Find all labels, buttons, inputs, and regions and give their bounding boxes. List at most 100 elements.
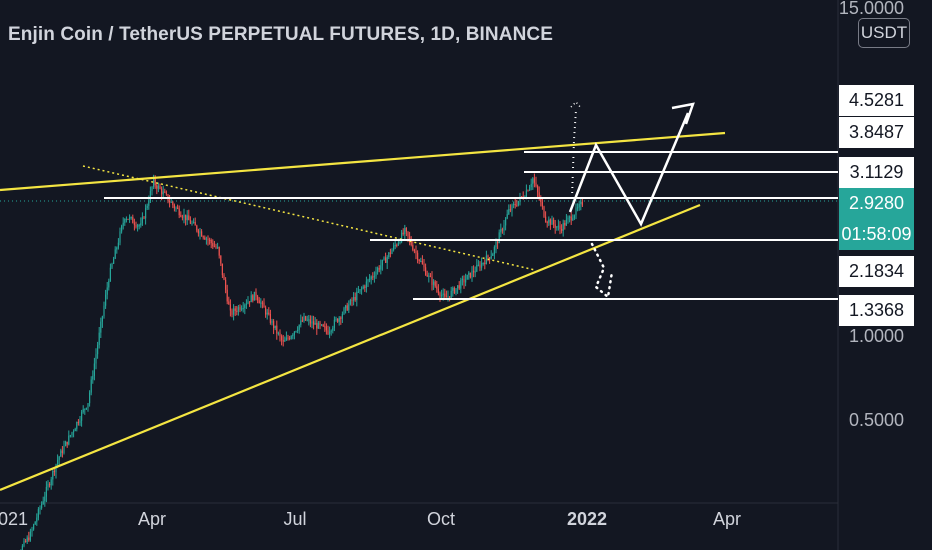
candle-body [132, 217, 134, 224]
dotted-up-scenario[interactable] [571, 109, 577, 199]
candle-body [228, 301, 230, 305]
candle-body [353, 297, 355, 301]
candle-body [442, 293, 444, 295]
candle-body [457, 285, 459, 289]
candle-body [127, 218, 129, 220]
candle-body [537, 185, 539, 193]
candle-body [498, 232, 500, 244]
candle-body [556, 226, 558, 228]
price-level-tag: 3.1129 [839, 157, 914, 188]
candle-body [297, 329, 299, 332]
candle-body [505, 218, 507, 226]
candle-body [23, 540, 25, 546]
candle-body [233, 308, 235, 315]
candle-body [490, 255, 492, 259]
candle-body [26, 537, 28, 542]
candle-body [188, 215, 190, 221]
candle-body [425, 267, 427, 276]
candle-body [77, 422, 79, 424]
candle-body [113, 258, 115, 264]
candle-body [311, 321, 313, 324]
candle-body [391, 250, 393, 254]
candle-body [44, 496, 46, 502]
lower-trendline[interactable] [0, 203, 701, 492]
candle-body [545, 216, 547, 222]
candle-body [455, 288, 457, 294]
candle-body [465, 279, 467, 283]
candle-body [41, 504, 43, 509]
candle-body [148, 201, 150, 206]
candle-body [47, 484, 49, 487]
candle-body [329, 331, 331, 334]
candle-body [237, 307, 239, 312]
candle-body [338, 317, 340, 322]
projection-arrow-head [671, 102, 695, 125]
candle-body [439, 293, 441, 297]
candle-body [82, 409, 84, 413]
candle-body [513, 204, 515, 206]
candle-body [564, 223, 566, 226]
candle-body [151, 186, 153, 191]
candle-body [186, 215, 188, 221]
candle-body [277, 332, 279, 334]
candle-body [533, 178, 535, 183]
candle-body [444, 293, 446, 297]
candle-body [217, 247, 219, 249]
candle-body [85, 407, 87, 409]
x-axis-label-apr-2022: Apr [712, 509, 742, 529]
candle-body [258, 300, 260, 304]
candle-body [301, 320, 303, 322]
projection-path[interactable] [568, 112, 690, 227]
candle-body [196, 225, 198, 231]
candle-body [557, 225, 559, 227]
candle-body [49, 484, 51, 486]
candle-body [220, 255, 222, 264]
candle-body [60, 450, 62, 457]
current-price-value: 2.9280 [848, 193, 905, 213]
candle-body [525, 190, 527, 198]
candle-body [340, 317, 342, 319]
candle-body [79, 420, 81, 423]
candle-body [42, 501, 44, 505]
candle-body [97, 345, 99, 355]
y-axis-label-1: 1.0000 [848, 326, 904, 346]
candle-body [105, 294, 107, 306]
candle-body [31, 529, 33, 532]
x-axis-label-jul: Jul [283, 509, 307, 529]
candle-body [383, 257, 385, 260]
dotted-trendline[interactable] [82, 165, 536, 271]
candle-body [260, 302, 262, 304]
dotted-down-scenario[interactable] [590, 242, 614, 300]
candle-body [325, 326, 327, 331]
candle-body [154, 178, 156, 186]
candle-body [137, 225, 139, 227]
candle-body [441, 294, 443, 297]
candle-body [253, 291, 255, 301]
candle-body [250, 295, 252, 303]
candle-body [143, 217, 145, 219]
candle-body [282, 340, 284, 342]
candle-body [172, 202, 174, 206]
candle-body [409, 236, 411, 240]
candle-body [337, 318, 339, 322]
candle-body [247, 301, 249, 304]
candle-body [100, 321, 102, 333]
candle-body [191, 222, 193, 224]
upper-trendline[interactable] [0, 131, 726, 192]
candle-body [175, 207, 177, 209]
candle-body [252, 295, 254, 301]
candle-body [93, 363, 95, 376]
candle-body [261, 302, 263, 304]
candle-body [71, 432, 73, 436]
candle-body [466, 274, 468, 280]
candle-body [281, 336, 283, 341]
currency-badge[interactable]: USDT [858, 18, 910, 48]
candle-body [428, 275, 430, 277]
candle-body [209, 239, 211, 241]
candle-body [549, 219, 551, 225]
candle-body [332, 327, 334, 331]
candle-body [138, 225, 140, 227]
candle-body [516, 205, 518, 207]
